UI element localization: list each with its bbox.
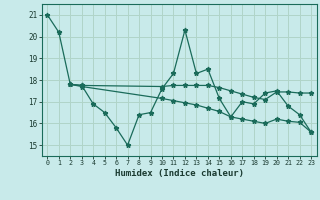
X-axis label: Humidex (Indice chaleur): Humidex (Indice chaleur) bbox=[115, 169, 244, 178]
